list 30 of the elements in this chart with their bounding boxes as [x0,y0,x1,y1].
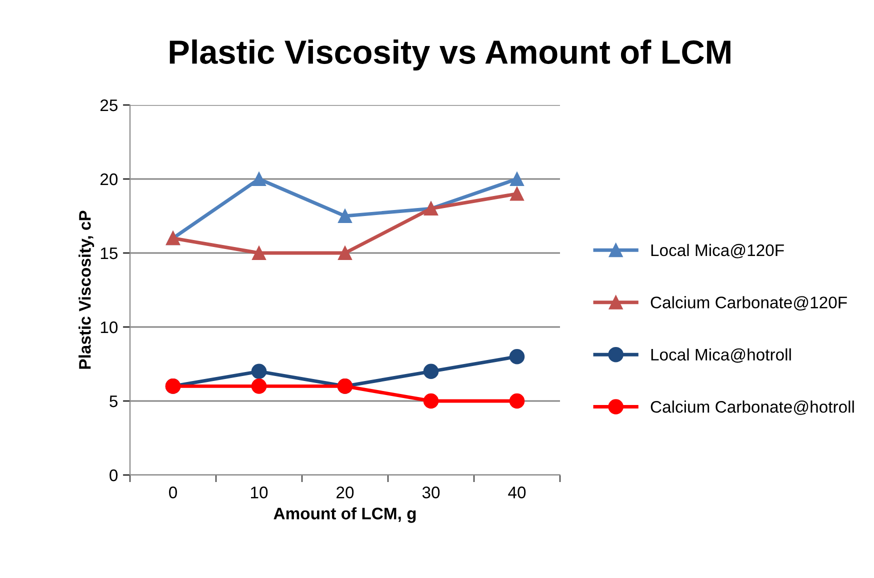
legend-label: Calcium Carbonate@120F [650,296,847,311]
y-axis-title: Plastic Viscosity, cP [78,210,94,369]
legend-label: Local Mica@hotroll [651,348,791,363]
y-tick-label: 25 [100,99,118,112]
point [338,246,352,260]
point [509,348,525,364]
point [509,393,525,409]
point [251,364,267,380]
x-tick-label: 40 [508,486,526,498]
legend-label: Calcium Carbonate@hotroll [650,400,854,415]
point [510,186,524,201]
point [251,378,267,394]
x-tick-label: 0 [169,486,177,498]
y-tick-label: 15 [100,248,118,260]
y-tick-label: 10 [100,321,118,334]
x-tick-label: 30 [422,486,440,498]
y-tick-label: 5 [110,396,118,408]
point [423,393,439,409]
legend-label: Local Mica@120F [651,244,784,258]
point [423,364,439,380]
chart-title: Plastic Viscosity vs Amount of LCM [170,39,730,71]
point [252,172,266,186]
y-tick-label: 20 [100,173,118,186]
point [338,209,352,223]
point [510,172,524,186]
x-axis-title: Amount of LCM, g [274,507,416,523]
y-tick-label: 0 [110,469,118,482]
x-tick-label: 10 [251,486,268,498]
x-tick-label: 20 [336,486,354,498]
point [252,246,266,260]
